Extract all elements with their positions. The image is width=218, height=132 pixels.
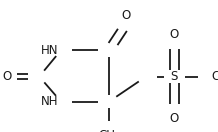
Text: O: O: [170, 112, 179, 125]
Text: O: O: [170, 28, 179, 41]
Text: Cl: Cl: [211, 70, 218, 83]
Text: O: O: [2, 70, 11, 83]
Text: O: O: [122, 10, 131, 22]
Text: NH: NH: [41, 95, 59, 108]
Text: HN: HN: [41, 44, 59, 57]
Text: S: S: [171, 70, 178, 83]
Text: CH₃: CH₃: [98, 129, 120, 132]
